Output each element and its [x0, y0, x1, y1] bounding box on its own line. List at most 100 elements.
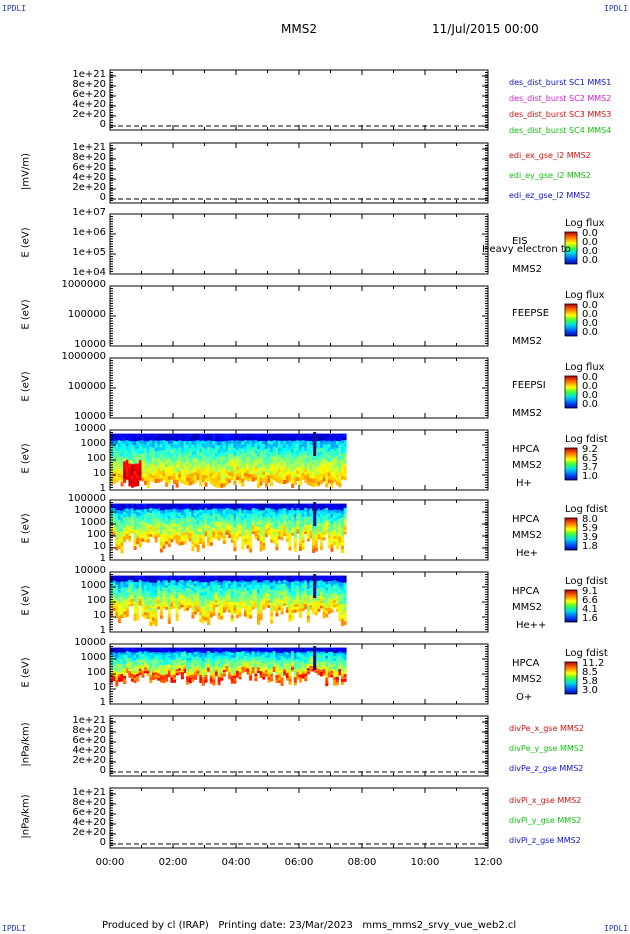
spectrogram-cell [306, 527, 310, 531]
spectrogram-cell [280, 600, 284, 604]
spectrogram-cell [320, 472, 323, 477]
corner-label-tr: IPDLI [604, 4, 629, 13]
spectrogram-cell [112, 590, 116, 594]
spectrogram-cell [278, 528, 281, 532]
spectrogram-cell [154, 615, 158, 620]
spectrogram-cell [257, 519, 260, 523]
spectrogram-cell [243, 581, 247, 585]
spectrogram-cell [212, 478, 216, 483]
spectrogram-cell [188, 670, 192, 674]
spectrogram-cell [236, 575, 239, 579]
spectrogram-cell [299, 448, 302, 453]
spectrogram-cell [288, 474, 292, 479]
spectrogram-cell [299, 533, 302, 538]
spectrogram-cell [167, 579, 171, 583]
spectrogram-cell [222, 482, 226, 487]
spectrogram-cell [149, 662, 153, 666]
spectrogram-cell [291, 517, 295, 520]
spectrogram-cell [191, 537, 195, 541]
spectrogram-cell [199, 605, 203, 610]
spectrogram-cell [186, 602, 190, 606]
spectrogram-cell [207, 433, 211, 438]
spectrogram-cell [309, 441, 313, 446]
spectrogram-cell [146, 581, 150, 586]
spectrogram-cell [141, 519, 145, 523]
spectrogram-cell [217, 464, 221, 469]
spectrogram-cell [278, 444, 281, 449]
spectrogram-cell [296, 588, 300, 592]
spectrogram-cell [296, 447, 300, 451]
spectrogram-cell [180, 602, 184, 606]
spectrogram-cell [241, 463, 245, 468]
spectrogram-cell [120, 657, 124, 660]
spectrogram-cell [283, 437, 287, 442]
spectrogram-cell [120, 654, 124, 658]
spectrogram-cell [262, 450, 266, 455]
spectrogram-cell [301, 459, 305, 464]
spectrogram-cell [288, 513, 292, 518]
spectrogram-cell [144, 587, 148, 592]
spectrogram-cell [175, 647, 179, 650]
spectrogram-cell [301, 526, 305, 531]
spectrogram-cell [285, 468, 289, 473]
spectrogram-cell [283, 531, 287, 534]
spectrogram-cell [322, 511, 326, 515]
spectrogram-cell [285, 538, 289, 542]
spectrogram-cell [204, 591, 208, 596]
spectrogram-cell [138, 506, 142, 511]
spectrogram-cell [299, 466, 302, 471]
spectrogram-cell [183, 667, 187, 670]
spectrogram-cell [180, 440, 184, 445]
spectrogram-cell [136, 452, 140, 457]
spectrogram-cell [291, 445, 295, 450]
spectrogram-cell [299, 611, 302, 615]
spectrogram-cell [304, 503, 308, 507]
spectrogram-cell [110, 437, 113, 442]
spectrogram-cell [233, 605, 237, 609]
spectrogram-cell [204, 515, 208, 518]
spectrogram-cell [236, 524, 239, 527]
spectrogram-cell [220, 613, 224, 617]
spectrogram-cell [341, 611, 344, 616]
spectrogram-cell [209, 542, 213, 546]
spectrogram-cell [191, 451, 195, 456]
spectrogram-cell [338, 456, 342, 461]
spectrogram-cell [275, 464, 279, 469]
spectrogram-cell [207, 603, 211, 608]
spectrogram-cell [173, 596, 176, 600]
spectrogram-cell [296, 583, 300, 587]
spectrogram-cell [128, 584, 132, 587]
spectrogram-cell [275, 510, 279, 514]
spectrogram-cell [338, 471, 342, 476]
spectrogram-cell [320, 433, 323, 438]
spectrogram-cell [117, 535, 121, 540]
spectrogram-cell [304, 464, 308, 469]
spectrogram-cell [120, 478, 124, 483]
spectrogram-cell [341, 466, 344, 470]
spectrogram-cell [120, 599, 124, 604]
spectrogram-cell [178, 457, 182, 462]
spectrogram-cell [259, 613, 263, 617]
spectrogram-cell [293, 530, 297, 535]
spectrogram-cell [275, 447, 279, 452]
spectrogram-cell [144, 603, 148, 607]
spectrogram-cell [175, 578, 179, 583]
spectrogram-cell [272, 456, 276, 461]
spectrogram-cell [272, 450, 276, 454]
spectrogram-cell [191, 480, 195, 485]
spectrogram-cell [194, 444, 197, 448]
spectrogram-cell [215, 516, 218, 519]
spectrogram-cell [194, 647, 197, 651]
spectrogram-cell [341, 453, 344, 457]
spectrogram-cell [306, 455, 310, 460]
spectrogram-cell [322, 596, 326, 601]
spectrogram-cell [207, 593, 211, 597]
spectrogram-cell [330, 601, 334, 605]
spectrogram-cell [167, 528, 171, 532]
spectrogram-cell [117, 522, 121, 527]
spectrogram-cell [262, 602, 266, 605]
spectrogram-cell [241, 539, 245, 544]
spectrogram-cell [170, 672, 174, 676]
spectrogram-cell [152, 444, 155, 448]
spectrogram-cell [110, 599, 113, 603]
